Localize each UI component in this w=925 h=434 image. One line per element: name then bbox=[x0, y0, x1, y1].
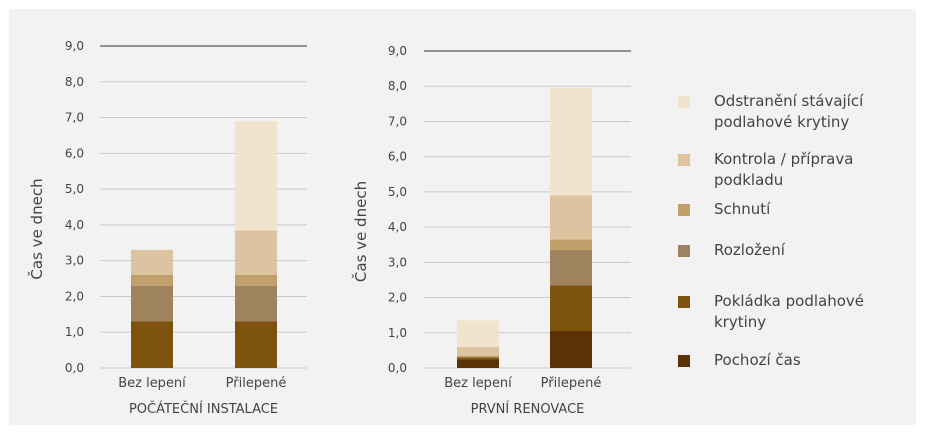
bar-segment bbox=[550, 250, 592, 286]
bar-segment bbox=[131, 321, 173, 368]
bar-segment bbox=[457, 357, 499, 360]
y-tick-label: 6,0 bbox=[65, 146, 84, 160]
y-tick-label: 0,0 bbox=[65, 361, 84, 375]
y-tick-label: 1,0 bbox=[65, 325, 84, 339]
bar-segment bbox=[457, 346, 499, 356]
bar-segment bbox=[235, 285, 277, 322]
y-tick-label: 2,0 bbox=[65, 289, 84, 303]
bar-segment bbox=[457, 355, 499, 358]
legend-item-removal: Odstranění stávající podlahové krytiny bbox=[678, 91, 914, 133]
legend-swatch-inspection bbox=[678, 154, 690, 166]
bar-segment bbox=[131, 274, 173, 286]
bar-segment bbox=[235, 121, 277, 231]
bar-segment bbox=[457, 320, 499, 347]
chart-title: POČÁTEČNÍ INSTALACE bbox=[129, 401, 278, 417]
legend-swatch-installation bbox=[678, 296, 690, 308]
legend-swatch-layout bbox=[678, 245, 690, 257]
x-category-label: Bez lepení bbox=[118, 376, 186, 391]
y-tick-label: 2,0 bbox=[388, 291, 407, 305]
y-tick-label: 8,0 bbox=[65, 75, 84, 89]
legend-swatch-removal bbox=[678, 96, 690, 108]
bar-segment bbox=[235, 321, 277, 368]
y-axis-label: Čas ve dnech bbox=[351, 181, 370, 282]
x-category-label: Přilepené bbox=[226, 376, 287, 391]
legend-label-inspection: Kontrola / příprava podkladu bbox=[714, 150, 854, 189]
y-tick-label: 6,0 bbox=[388, 150, 407, 164]
y-tick-label: 3,0 bbox=[65, 254, 84, 268]
legend-label-layout: Rozložení bbox=[714, 241, 785, 259]
bar-segment bbox=[131, 285, 173, 322]
chart-title: PRVNÍ RENOVACE bbox=[471, 401, 585, 417]
bar-segment bbox=[235, 230, 277, 275]
chart-2: 0,0 1,0 2,0 3,0 4,0 5,0 6,0 7,0 8,0 9,0 Čas ve dne… bbox=[351, 44, 631, 417]
legend-label-walkable: Pochozí čas bbox=[714, 351, 801, 369]
y-tick-label: 1,0 bbox=[388, 326, 407, 340]
legend-item-inspection: Kontrola / příprava podkladu bbox=[678, 149, 914, 191]
y-tick-label: 7,0 bbox=[388, 114, 407, 128]
legend-label-removal: Odstranění stávající podlahové krytiny bbox=[714, 92, 864, 131]
y-tick-label: 4,0 bbox=[388, 220, 407, 234]
bar-segment bbox=[235, 274, 277, 286]
bar-segment bbox=[457, 359, 499, 368]
y-axis-label: Čas ve dnech bbox=[27, 178, 46, 279]
y-tick-label: 8,0 bbox=[388, 79, 407, 93]
legend-label-installation: Pokládka podlahové krytiny bbox=[714, 292, 865, 331]
legend-item-layout: Rozložení bbox=[678, 240, 914, 261]
legend-swatch-walkable bbox=[678, 355, 690, 367]
legend-item-installation: Pokládka podlahové krytiny bbox=[678, 291, 914, 333]
legend-item-drying: Schnutí bbox=[678, 199, 914, 220]
bar-segment bbox=[550, 195, 592, 240]
legend-item-walkable: Pochozí čas bbox=[678, 350, 914, 371]
y-tick-label: 4,0 bbox=[65, 218, 84, 232]
y-tick-label: 9,0 bbox=[388, 44, 407, 58]
bar-segment bbox=[550, 285, 592, 332]
legend-swatch-drying bbox=[678, 204, 690, 216]
bar-segment bbox=[550, 331, 592, 368]
y-tick-label: 7,0 bbox=[65, 111, 84, 125]
y-tick-label: 0,0 bbox=[388, 361, 407, 375]
bar-segment bbox=[550, 87, 592, 196]
y-tick-label: 3,0 bbox=[388, 255, 407, 269]
x-category-label: Přilepené bbox=[541, 376, 602, 391]
y-tick-label: 9,0 bbox=[65, 39, 84, 53]
y-tick-label: 5,0 bbox=[65, 182, 84, 196]
bar-segment bbox=[131, 249, 173, 275]
chart-1: 0,0 1,0 2,0 3,0 4,0 5,0 6,0 7,0 8,0 9,0 Čas ve dne… bbox=[27, 39, 307, 417]
bar-segment bbox=[550, 239, 592, 251]
y-tick-label: 5,0 bbox=[388, 185, 407, 199]
legend-label-drying: Schnutí bbox=[714, 200, 771, 218]
x-category-label: Bez lepení bbox=[444, 376, 512, 391]
